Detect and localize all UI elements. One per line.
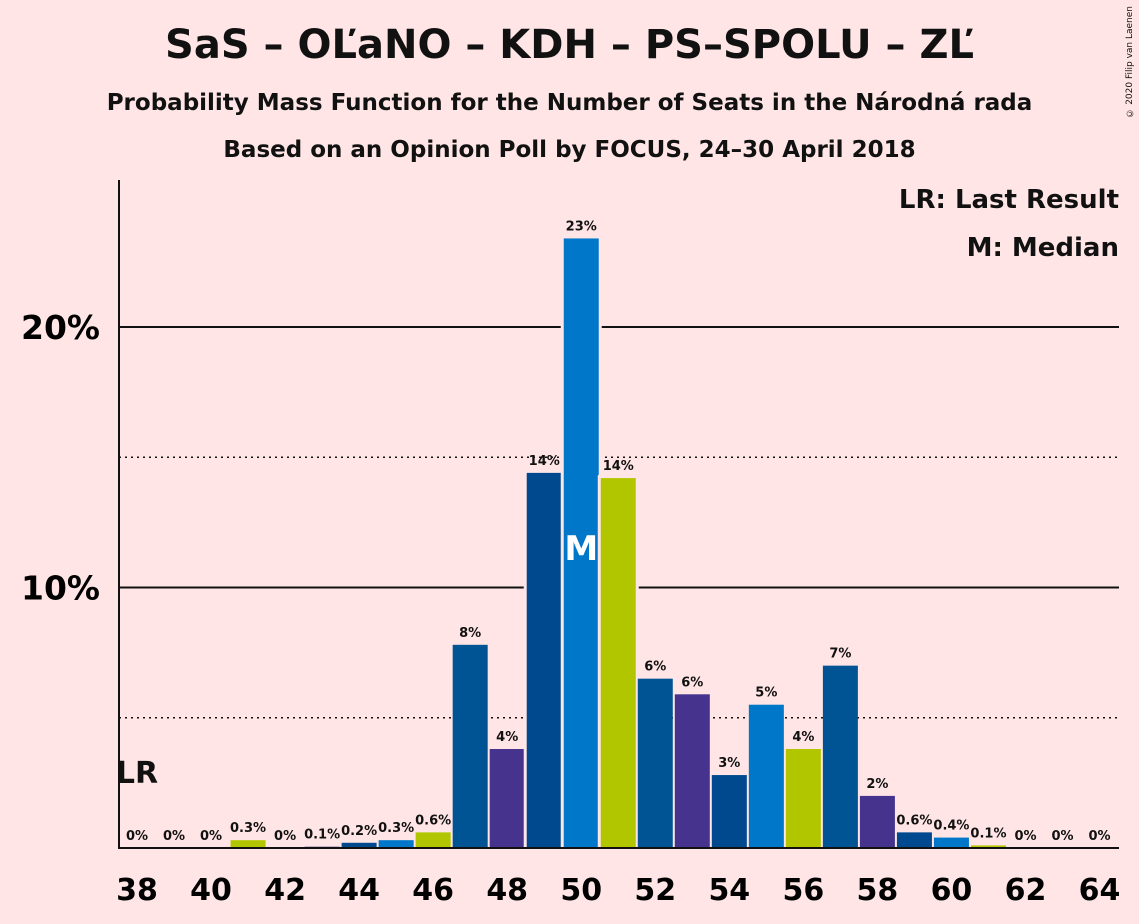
x-tick-label-52: 52: [634, 873, 676, 908]
bar-50: [563, 238, 599, 848]
data-label-55: 5%: [755, 686, 777, 701]
bar-56: [785, 749, 821, 848]
bar-57: [822, 665, 858, 848]
data-label-38: 0%: [126, 829, 148, 844]
data-label-46: 0.6%: [415, 813, 451, 828]
data-label-64: 0%: [1088, 829, 1110, 844]
chart-subtitle-poll: Based on an Opinion Poll by FOCUS, 24–30…: [223, 137, 916, 163]
data-label-41: 0.3%: [230, 821, 266, 836]
last-result-marker: LR: [116, 756, 158, 791]
bar-52: [637, 678, 673, 848]
x-tick-label-46: 46: [412, 873, 454, 908]
chart-title: SaS – OĽaNO – KDH – PS–SPOLU – ZĽ: [165, 22, 974, 68]
legend-last-result: LR: Last Result: [898, 185, 1119, 215]
data-label-43: 0.1%: [304, 828, 340, 843]
bar-55: [748, 704, 784, 848]
data-label-47: 8%: [459, 626, 481, 641]
y-tick-label: 10%: [21, 569, 100, 608]
x-tick-label-54: 54: [708, 873, 750, 908]
data-label-62: 0%: [1014, 829, 1036, 844]
bar-51: [600, 478, 636, 848]
x-tick-label-42: 42: [264, 873, 306, 908]
bar-41: [230, 840, 266, 848]
x-tick-label-62: 62: [1005, 873, 1047, 908]
data-label-61: 0.1%: [970, 826, 1006, 841]
x-tick-label-40: 40: [190, 873, 232, 908]
median-marker: M: [564, 529, 598, 569]
bar-48: [489, 749, 525, 848]
x-tick-label-38: 38: [116, 873, 158, 908]
data-label-58: 2%: [866, 777, 888, 792]
data-label-51: 14%: [603, 459, 634, 474]
bar-44: [341, 842, 377, 848]
legend-median: M: Median: [966, 233, 1119, 263]
data-label-57: 7%: [829, 647, 851, 662]
x-tick-label-56: 56: [782, 873, 824, 908]
data-label-44: 0.2%: [341, 824, 377, 839]
data-label-39: 0%: [163, 829, 185, 844]
bar-53: [674, 694, 710, 848]
x-tick-label-48: 48: [486, 873, 528, 908]
bar-61: [970, 845, 1006, 848]
y-tick-label: 20%: [21, 308, 100, 347]
x-tick-label-58: 58: [857, 873, 899, 908]
bar-47: [452, 644, 488, 848]
bar-49: [526, 472, 562, 848]
data-label-40: 0%: [200, 829, 222, 844]
data-label-59: 0.6%: [896, 813, 932, 828]
data-label-56: 4%: [792, 730, 814, 745]
data-label-53: 6%: [681, 675, 703, 690]
bar-45: [378, 840, 414, 848]
data-label-45: 0.3%: [378, 821, 414, 836]
x-tick-label-50: 50: [560, 873, 602, 908]
data-label-48: 4%: [496, 730, 518, 745]
x-tick-label-44: 44: [338, 873, 380, 908]
bar-54: [711, 775, 747, 848]
bar-60: [933, 837, 969, 848]
bar-59: [896, 832, 932, 848]
data-label-49: 14%: [529, 454, 560, 469]
data-label-54: 3%: [718, 756, 740, 771]
data-label-50: 23%: [566, 219, 597, 234]
data-label-52: 6%: [644, 660, 666, 675]
bar-58: [859, 795, 895, 848]
data-label-63: 0%: [1051, 829, 1073, 844]
bar-46: [415, 832, 451, 848]
data-label-60: 0.4%: [933, 819, 969, 834]
x-tick-label-60: 60: [931, 873, 973, 908]
chart-subtitle: Probability Mass Function for the Number…: [106, 90, 1033, 116]
data-label-42: 0%: [274, 829, 296, 844]
x-tick-label-64: 64: [1079, 873, 1121, 908]
